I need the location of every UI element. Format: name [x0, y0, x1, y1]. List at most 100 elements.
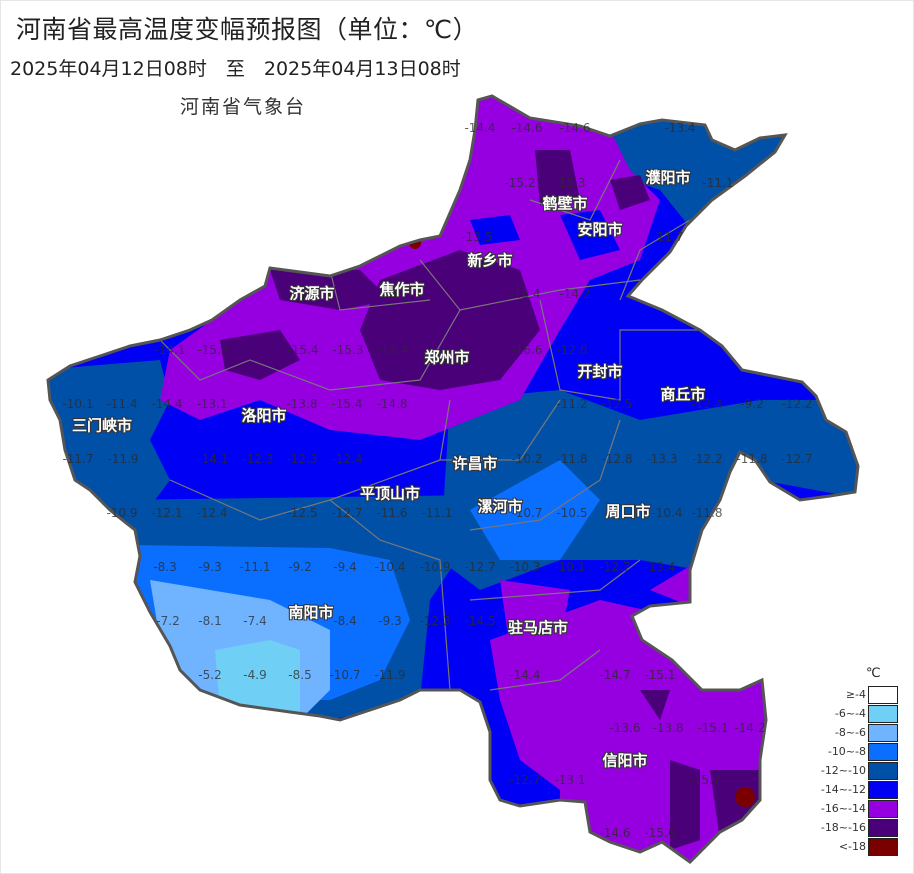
value-label: -15.2 — [504, 176, 536, 190]
value-label: -12.1 — [151, 506, 183, 520]
value-label: -10.4 — [651, 506, 683, 520]
city-label-luoyang: 洛阳市 — [241, 406, 287, 425]
value-label: -12.3 — [286, 452, 318, 466]
legend-item: -16~-14 — [821, 800, 904, 819]
value-label: -10.1 — [554, 560, 586, 574]
value-label: -12.5 — [601, 397, 633, 411]
value-label: -13.1 — [554, 773, 586, 787]
value-label: -11.7 — [62, 452, 94, 466]
legend-unit: ℃ — [866, 666, 881, 681]
value-label: -10.9 — [419, 560, 451, 574]
value-label: -15.6 — [644, 826, 676, 840]
value-label: -8.4 — [333, 614, 357, 628]
city-label-xinxiang: 新乡市 — [467, 251, 513, 270]
legend-label: -14~-12 — [820, 783, 866, 796]
legend-item: -12~-10 — [821, 762, 904, 781]
value-label: -15.1 — [697, 721, 729, 735]
value-label: -11.1 — [421, 506, 453, 520]
city-label-sanmenxia: 三门峡市 — [71, 416, 133, 435]
value-label: -15.4 — [331, 397, 363, 411]
city-label-puyang: 濮阳市 — [645, 168, 691, 187]
value-label: -7.2 — [156, 614, 180, 628]
value-label: -12.7 — [464, 560, 496, 574]
value-label: -4.9 — [243, 668, 267, 682]
value-label: -13.8 — [286, 397, 318, 411]
legend-label: -12~-10 — [820, 764, 866, 777]
value-label: -12.2 — [781, 397, 813, 411]
value-label: -9.3 — [378, 614, 402, 628]
legend-swatch — [868, 686, 898, 704]
value-label: -10.9 — [106, 506, 138, 520]
legend-swatch — [868, 724, 898, 742]
value-label: -5.2 — [198, 668, 222, 682]
value-label: -12.5 — [286, 506, 318, 520]
value-label: -14.6 — [511, 121, 543, 135]
legend-label: -6~-4 — [834, 707, 866, 720]
city-label-jiaozuo: 焦作市 — [379, 280, 425, 299]
value-label: -12.4 — [331, 452, 363, 466]
city-label-nanyang: 南阳市 — [288, 603, 334, 622]
value-label: -15.3 — [554, 176, 586, 190]
value-label: -11.9 — [374, 668, 406, 682]
value-label: -9.2 — [740, 397, 764, 411]
value-label: -10.4 — [374, 560, 406, 574]
value-label: -13.1 — [196, 397, 228, 411]
value-label: -15.3 — [332, 343, 364, 357]
value-label: -10.1 — [62, 397, 94, 411]
city-label-kaifeng: 开封市 — [577, 362, 623, 381]
legend-label: -16~-14 — [820, 802, 866, 815]
value-label: -12.4 — [196, 506, 228, 520]
value-label: -11.1 — [239, 560, 271, 574]
value-label: -10.5 — [556, 506, 588, 520]
value-label: -12.7 — [509, 773, 541, 787]
value-label: -13.5 — [461, 230, 493, 244]
value-label: -11.9 — [107, 452, 139, 466]
value-label: -15.4 — [509, 287, 541, 301]
value-label: -12.3 — [242, 452, 274, 466]
value-label: -14.4 — [151, 397, 183, 411]
legend-item: ≥-4 — [836, 686, 904, 705]
value-label: -14.4 — [464, 121, 496, 135]
value-label: -15.2 — [197, 343, 229, 357]
city-label-jiyuan: 济源市 — [289, 284, 335, 303]
city-label-luohe: 漯河市 — [477, 497, 523, 516]
value-label: -15.4 — [377, 343, 409, 357]
legend-item: -6~-4 — [834, 705, 904, 724]
city-label-zhumadian: 驻马店市 — [507, 618, 569, 637]
value-label: -12.4 — [691, 397, 723, 411]
value-label: -9.4 — [333, 560, 357, 574]
value-label: -10.2 — [511, 452, 543, 466]
legend-item: -8~-6 — [835, 724, 904, 743]
value-label: -11.8 — [691, 506, 723, 520]
legend-swatch — [868, 705, 898, 723]
value-label: -12.7 — [781, 452, 813, 466]
value-label: -14.1 — [154, 343, 186, 357]
value-label: -11.6 — [376, 506, 408, 520]
value-label: -11.8 — [556, 452, 588, 466]
legend-swatch — [868, 819, 898, 837]
value-label: -12.7 — [599, 560, 631, 574]
value-label: -9.3 — [198, 560, 222, 574]
value-label: -8.1 — [198, 614, 222, 628]
city-label-shangqiu: 商丘市 — [660, 385, 706, 404]
value-label: -14.7 — [599, 668, 631, 682]
city-label-zhengzhou: 郑州市 — [424, 348, 470, 367]
legend-swatch — [868, 762, 898, 780]
legend-swatch — [868, 743, 898, 761]
value-label: -11.1 — [702, 176, 734, 190]
legend-swatch — [868, 838, 898, 856]
value-label: -13.4 — [644, 560, 676, 574]
value-label: -12.8 — [601, 452, 633, 466]
value-label: -15.1 — [644, 668, 676, 682]
legend-swatch — [868, 781, 898, 799]
value-label: -13.4 — [664, 121, 696, 135]
value-label: -14.2 — [559, 287, 591, 301]
legend-item: <-18 — [836, 838, 904, 857]
value-label: -10.7 — [329, 668, 361, 682]
value-label: -15.4 — [287, 343, 319, 357]
value-label: -12.2 — [691, 452, 723, 466]
city-label-anyang: 安阳市 — [577, 220, 623, 239]
legend-swatch — [868, 800, 898, 818]
